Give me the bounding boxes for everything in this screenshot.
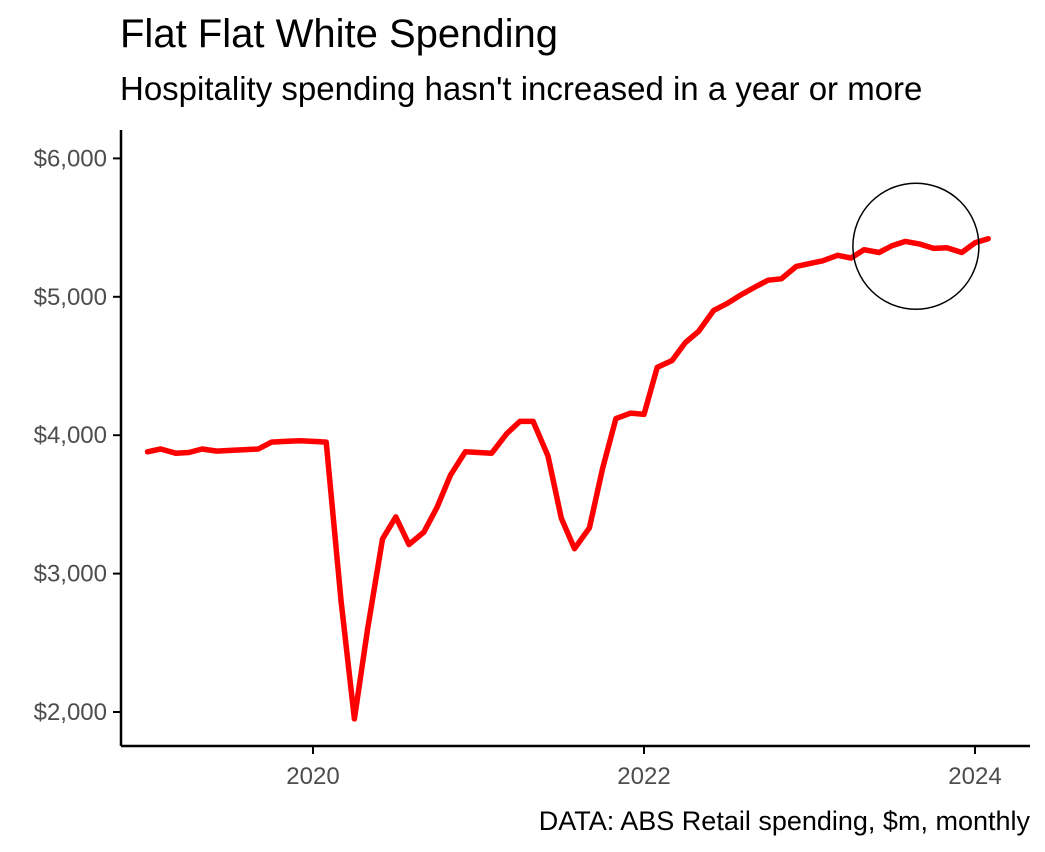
x-tick-label: 2020 xyxy=(286,763,339,790)
x-tick-label: 2024 xyxy=(948,763,1001,790)
y-tick-label: $4,000 xyxy=(34,422,107,449)
chart-subtitle: Hospitality spending hasn't increased in… xyxy=(120,70,923,107)
y-tick-label: $6,000 xyxy=(34,145,107,172)
x-tick-label: 2022 xyxy=(617,763,670,790)
chart-title: Flat Flat White Spending xyxy=(120,12,558,56)
y-tick-label: $5,000 xyxy=(34,284,107,311)
chart-caption: DATA: ABS Retail spending, $m, monthly xyxy=(538,806,1030,836)
series-line-hospitality xyxy=(144,235,991,722)
y-tick-label: $3,000 xyxy=(34,561,107,588)
y-tick-label: $2,000 xyxy=(34,699,107,726)
annotation-circle xyxy=(852,182,980,310)
